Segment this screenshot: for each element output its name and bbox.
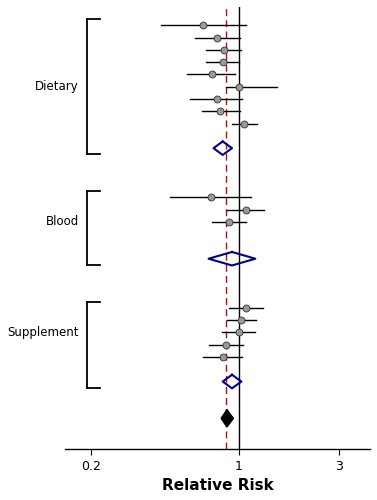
Text: Blood: Blood (46, 216, 79, 228)
Polygon shape (222, 410, 233, 426)
Text: Supplement: Supplement (8, 326, 79, 339)
X-axis label: Relative Risk: Relative Risk (162, 478, 273, 493)
Text: Dietary: Dietary (35, 80, 79, 94)
